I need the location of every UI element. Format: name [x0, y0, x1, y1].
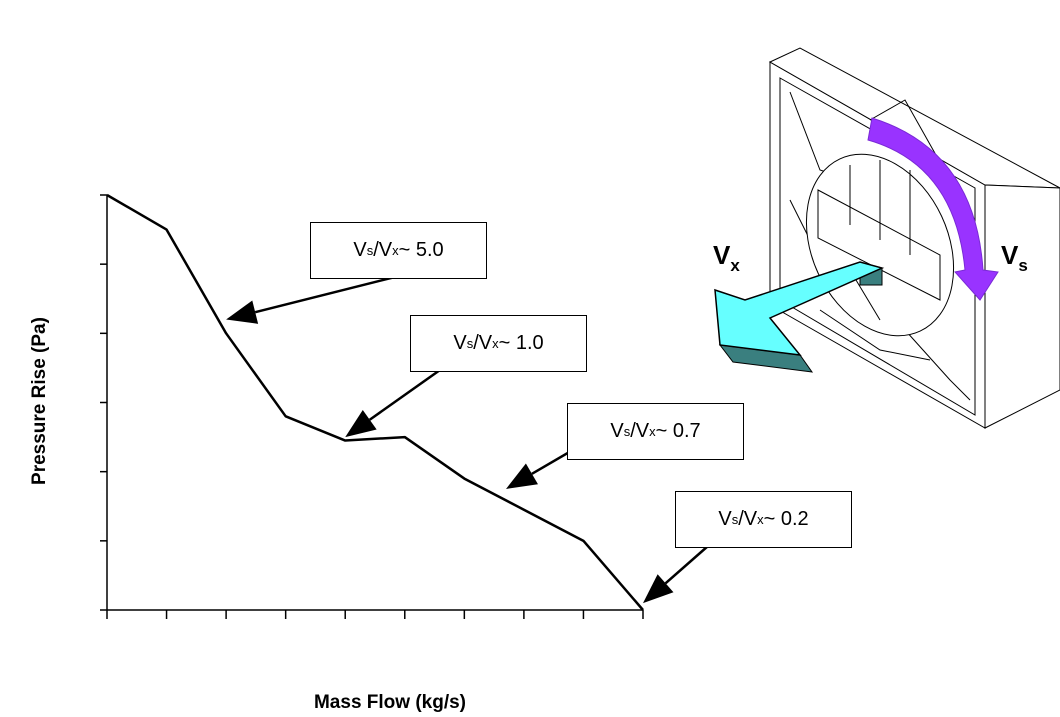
data-point [285, 415, 287, 417]
vx-sub: x [730, 256, 740, 275]
data-point [463, 478, 465, 480]
callout-stem [664, 545, 709, 585]
callout-stem [254, 275, 396, 314]
callout-value: ~ 0.7 [655, 420, 701, 442]
callout-value: ~ 1.0 [498, 332, 544, 354]
callout-v-s: V [718, 508, 732, 530]
x-axis-label: Mass Flow (kg/s) [313, 692, 467, 713]
swirl-velocity-label: Vs [1001, 240, 1028, 276]
data-point [225, 332, 227, 334]
callout-sub-s: s [623, 424, 631, 439]
vs-main: V [1001, 240, 1019, 270]
housing-side [984, 184, 1060, 429]
callout-sub-s: s [366, 243, 374, 258]
callout-sub-s: s [731, 512, 739, 527]
vane-line [904, 329, 971, 401]
callout-v-x: /V [373, 239, 393, 261]
data-point [642, 609, 644, 611]
callout-v-s: V [610, 420, 624, 442]
axial-velocity-label: Vx [713, 240, 740, 276]
data-point [166, 229, 168, 231]
callout-sub-x: x [392, 243, 399, 258]
callout-v-s: V [453, 332, 467, 354]
axes [100, 194, 644, 619]
y-axis-label: Pressure Rise (Pa) [29, 317, 50, 485]
series-group [106, 193, 644, 611]
data-point [582, 540, 584, 542]
callout-arrowhead [506, 463, 538, 489]
swirl-arrow [867, 117, 999, 301]
series-line [106, 193, 644, 611]
vs-sub: s [1018, 256, 1028, 275]
axial-arrow [714, 261, 885, 356]
callout-value: ~ 5.0 [398, 239, 444, 261]
callout-arrowhead [345, 409, 377, 438]
callout-sub-x: x [492, 336, 499, 351]
callout-v-x: /V [630, 420, 650, 442]
callout-arrowhead [226, 300, 259, 324]
callout-sub-s: s [466, 336, 474, 351]
callout-stem [368, 368, 441, 421]
vane-line [819, 309, 931, 361]
rotor-band [817, 189, 941, 301]
callout-sub-x: x [757, 512, 764, 527]
data-point [523, 509, 525, 511]
vx-main: V [713, 240, 731, 270]
data-point [404, 436, 406, 438]
fan-diagram [714, 47, 1060, 429]
callout-value: ~ 0.2 [763, 508, 809, 530]
data-point [344, 440, 346, 442]
callout-sub-x: x [649, 424, 656, 439]
callout-v-x: /V [473, 332, 493, 354]
callout-v-s: V [353, 239, 367, 261]
data-point [106, 194, 108, 196]
callout-v-x: /V [738, 508, 758, 530]
callout-arrowhead [643, 574, 674, 604]
